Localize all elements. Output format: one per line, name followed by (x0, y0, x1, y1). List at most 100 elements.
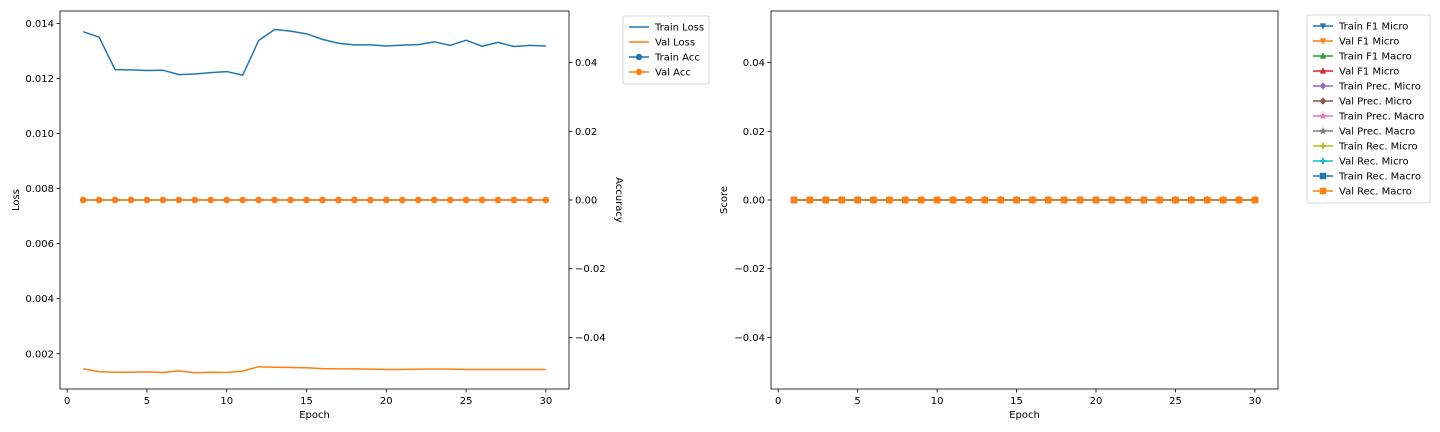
data-point (1251, 196, 1259, 204)
data-point (223, 196, 230, 204)
data-point (1188, 196, 1195, 204)
data-point (462, 196, 470, 204)
legend-item-train-loss: Train Loss (629, 23, 704, 34)
x-tick-label: 25 (1169, 396, 1182, 407)
data-point (886, 196, 893, 204)
loss-accuracy-series-layer (79, 28, 550, 374)
data-point (399, 196, 406, 204)
legend-item-train-acc: Train Acc (629, 53, 700, 64)
legend-item-val-f1-micro: Val F1 Micro (1313, 67, 1399, 78)
data-point (255, 196, 262, 204)
legend-label: Val Rec. Micro (1339, 157, 1409, 168)
data-point (95, 196, 103, 204)
legend-swatch-marker (1319, 142, 1327, 150)
legend-swatch-marker (1319, 38, 1327, 45)
data-point (287, 196, 294, 204)
y-tick-label: −0.02 (734, 264, 765, 275)
data-point (1219, 196, 1227, 204)
data-point (367, 196, 374, 204)
legend-label: Train Prec. Micro (1338, 82, 1421, 93)
x-tick-label: 10 (931, 396, 944, 407)
accuracy-y-ticks: −0.04 −0.02 0.00 0.02 0.04 (569, 58, 606, 344)
loss-accuracy-panel: 0 5 10 15 20 25 30 0.0020.0040.0060.0080.0100.… (11, 10, 710, 421)
series-val-acc (79, 196, 550, 204)
data-point (415, 196, 422, 204)
data-point (430, 196, 438, 204)
x-tick-label: 5 (854, 396, 860, 407)
data-point (111, 196, 119, 204)
legend-swatch-marker (1319, 82, 1327, 90)
data-point (239, 196, 246, 204)
y-tick-label: −0.04 (734, 333, 765, 344)
x-tick-label: 30 (539, 396, 552, 407)
legend-label: Val Loss (655, 38, 695, 49)
legend-item-val-rec-macro: Val Rec. Macro (1313, 187, 1412, 198)
data-point (526, 196, 534, 204)
data-point (1045, 196, 1052, 204)
y-tick-label: 0.02 (743, 127, 765, 138)
legend-item-val-prec-macro: Val Prec. Macro (1313, 127, 1415, 138)
legend-label: Train Loss (654, 23, 704, 34)
data-point (542, 196, 550, 204)
accuracy-y-axis-label: Accuracy (613, 177, 624, 223)
score-x-ticks: 0 5 10 15 20 25 30 (775, 389, 1261, 407)
legend-swatch-marker (1319, 112, 1327, 120)
y-tick-label: 0.002 (25, 349, 54, 360)
data-point (127, 196, 135, 204)
legend-swatch-marker (1319, 187, 1327, 195)
data-point (1108, 196, 1116, 204)
data-point (917, 196, 925, 204)
data-point (383, 196, 390, 204)
data-point (806, 196, 814, 204)
data-point (933, 196, 941, 204)
x-tick-label: 0 (64, 396, 70, 407)
legend-swatch-marker (635, 53, 643, 61)
data-point (1124, 196, 1132, 204)
data-point (1172, 196, 1179, 204)
legend-label: Train Rec. Macro (1338, 172, 1421, 183)
data-point (854, 196, 861, 204)
y-tick-label: 0.00 (743, 196, 765, 207)
score-series-layer (790, 196, 1259, 204)
data-point (207, 196, 214, 204)
legend-swatch-marker (1319, 157, 1327, 165)
data-point (965, 196, 973, 204)
legend-item-train-f1-macro: Train F1 Macro (1313, 52, 1412, 63)
data-point (1061, 196, 1068, 204)
y-tick-label: 0.012 (25, 74, 54, 85)
loss-y-axis-label: Loss (11, 189, 22, 211)
legend-label: Train Rec. Micro (1338, 142, 1418, 153)
data-point (1140, 196, 1147, 204)
y-tick-label: −0.04 (575, 333, 606, 344)
legend-swatch-marker (1319, 67, 1327, 74)
series-line-val-loss (83, 365, 546, 374)
data-point (870, 196, 877, 204)
data-point (838, 196, 845, 204)
loss-y-ticks: 0.002 0.004 0.006 0.008 0.010 0.012 0.014 (25, 19, 60, 360)
data-point (143, 196, 151, 204)
series-val-rec-macro (790, 196, 1259, 204)
legend-label: Val Rec. Macro (1339, 187, 1412, 198)
legend-label: Val F1 Micro (1339, 67, 1399, 78)
legend-item-train-f1-micro: Train F1 Micro (1313, 22, 1408, 33)
score-legend: Train F1 Micro Val F1 Micro Train F1 Macro… (1306, 14, 1431, 204)
score-legend-frame (1306, 14, 1431, 204)
data-point (1076, 196, 1084, 204)
legend-swatch-marker (1319, 172, 1327, 180)
data-point (1156, 196, 1163, 204)
legend-swatch-marker (1319, 127, 1327, 135)
x-tick-label: 5 (144, 396, 150, 407)
data-point (790, 196, 798, 204)
y-tick-label: 0.010 (25, 129, 54, 140)
y-tick-label: 0.04 (743, 58, 765, 69)
loss-x-axis-label: Epoch (299, 410, 330, 421)
score-panel: 0 5 10 15 20 25 30 −0.04 −0.02 0.00 0.02 0.04 Epoc… (719, 10, 1431, 421)
legend-swatch-marker (1319, 52, 1327, 59)
legend-label: Val Prec. Micro (1339, 97, 1412, 108)
data-point (1235, 196, 1243, 204)
data-point (335, 196, 342, 204)
data-point (902, 196, 909, 204)
data-point (1013, 196, 1020, 204)
x-tick-label: 30 (1249, 396, 1262, 407)
